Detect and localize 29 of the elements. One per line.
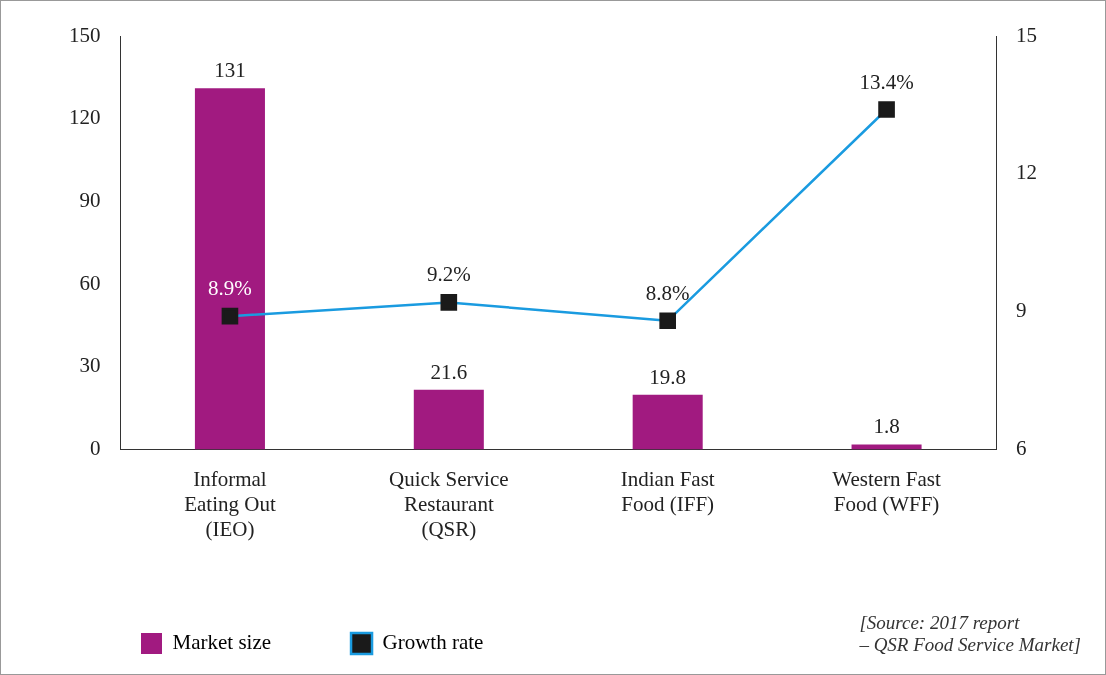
y2-tick-label: 9 <box>1016 298 1027 323</box>
y2-tick-label: 6 <box>1016 435 1027 460</box>
y-tick-label: 60 <box>79 270 101 295</box>
data-label: 8.9% <box>208 276 252 301</box>
x-tick-label: Quick Service Restaurant (QSR) <box>389 466 509 541</box>
bar <box>851 444 922 450</box>
bar <box>194 88 265 450</box>
y-tick-label: 0 <box>90 435 101 460</box>
data-label: 131 <box>214 58 246 83</box>
data-label: 13.4% <box>859 69 914 94</box>
y-tick-label: 90 <box>79 187 101 212</box>
y2-tick-label: 15 <box>1016 22 1037 47</box>
data-label: 9.2% <box>426 262 471 287</box>
x-tick-label: Informal Eating Out (IEO) <box>184 466 276 541</box>
bar <box>632 394 703 450</box>
bar <box>413 389 484 450</box>
legend-label: Market size <box>172 630 272 655</box>
y-tick-label: 120 <box>69 105 101 130</box>
data-label: 21.6 <box>430 359 468 384</box>
x-tick-label: Indian Fast Food (IFF) <box>620 466 715 516</box>
legend-label: Growth rate <box>382 630 484 655</box>
y-tick-label: 30 <box>79 353 101 378</box>
y2-tick-label: 12 <box>1016 160 1037 185</box>
data-label: 8.8% <box>645 280 690 305</box>
data-label: 1.8 <box>873 414 900 439</box>
text: [Source: 2017 report – QSR Food Service Market] <box>859 612 1081 656</box>
x-tick-label: Western Fast Food (WFF) <box>832 466 941 516</box>
data-label: 19.8 <box>649 364 687 389</box>
y-tick-label: 150 <box>69 22 101 47</box>
